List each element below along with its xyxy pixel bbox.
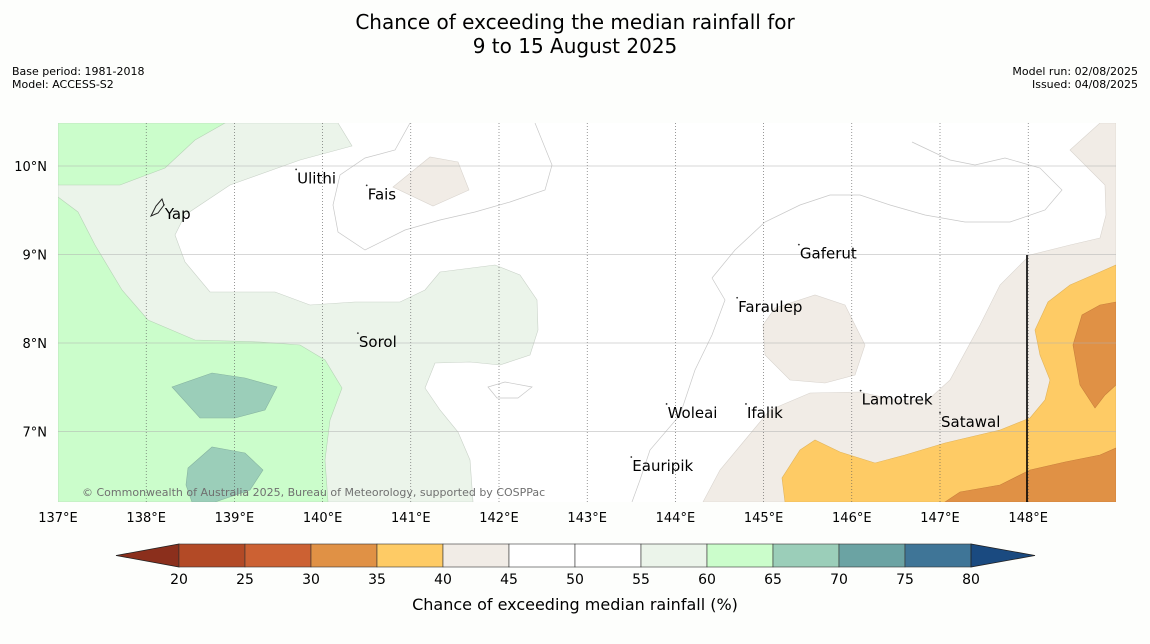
lat-tick-label: 7°N <box>23 426 48 441</box>
island-marker <box>745 403 747 405</box>
place-label: Yap <box>164 205 191 223</box>
contour-40-45-fais <box>392 156 470 207</box>
colorbar-tick-label: 60 <box>698 572 716 588</box>
colorbar-tick-label: 35 <box>368 572 386 588</box>
place-label: Eauripik <box>632 457 693 475</box>
colorbar-label: Chance of exceeding median rainfall (%) <box>412 595 738 614</box>
lon-tick-label: 139°E <box>215 511 255 526</box>
contour-line-50-east <box>711 141 1063 279</box>
colorbar-tick-label: 75 <box>896 572 914 588</box>
place-label: Sorol <box>359 333 397 351</box>
island-marker <box>797 243 800 246</box>
colorbar-segment <box>640 543 708 568</box>
colorbar-segment <box>772 543 840 568</box>
island-marker <box>162 203 165 206</box>
colorbar-segment <box>310 543 378 568</box>
island-marker <box>295 168 298 171</box>
contour-line-50 <box>332 123 553 251</box>
colorbar-tick-label: 55 <box>632 572 650 588</box>
place-label: Faraulep <box>738 298 802 316</box>
island-marker <box>665 403 668 405</box>
colorbar-segment <box>442 543 510 568</box>
lon-tick-label: 145°E <box>744 511 784 526</box>
lon-tick-label: 146°E <box>832 511 872 526</box>
longitude-labels: 137°E 138°E 139°E 140°E 141°E 142°E 143°E 144°E… <box>38 511 1048 526</box>
colorbar-high-extend <box>970 543 1036 568</box>
place-label: Lamotrek <box>862 391 933 409</box>
contour-35-40 <box>781 264 1116 502</box>
island-marker <box>736 296 739 299</box>
map-title-line2: 9 to 15 August 2025 <box>472 34 678 58</box>
colorbar-segment <box>904 543 972 568</box>
lon-tick-label: 137°E <box>38 511 78 526</box>
island-marker <box>859 389 862 392</box>
meta-right: Model run: 02/08/2025 Issued: 04/08/2025 <box>1012 65 1138 91</box>
base-period: Base period: 1981-2018 <box>12 65 145 78</box>
lon-tick-label: 143°E <box>567 511 607 526</box>
yap-island <box>149 198 165 217</box>
contour-65-70-a <box>171 372 278 419</box>
model-run: Model run: 02/08/2025 <box>1012 65 1138 78</box>
colorbar-low-extend <box>115 543 180 568</box>
latitude-labels: 10°N 9°N 8°N 7°N <box>14 160 47 441</box>
contour-40-45-faraulep <box>762 294 866 384</box>
colorbar-segment <box>706 543 774 568</box>
colorbar-segment <box>838 543 906 568</box>
lat-tick-label: 8°N <box>23 337 48 352</box>
meta-left: Base period: 1981-2018 Model: ACCESS-S2 <box>12 65 144 91</box>
place-labels: Ulithi Fais Yap Gaferut Faraulep Sorol Lamotre… <box>162 168 1000 475</box>
colorbar-tick-label: 45 <box>500 572 518 588</box>
contour-60-65-west <box>58 196 343 502</box>
place-label: Ulithi <box>297 169 336 187</box>
island-marker <box>365 184 368 187</box>
colorbar-tick-label: 40 <box>434 572 452 588</box>
copyright-notice: © Commonwealth of Australia 2025, Bureau… <box>82 486 545 499</box>
map-title-line1: Chance of exceeding the median rainfall … <box>355 10 795 34</box>
lon-tick-label: 148°E <box>1008 511 1048 526</box>
place-label: Satawal <box>941 413 1000 431</box>
lat-tick-label: 9°N <box>23 249 48 264</box>
contour-60-65 <box>58 123 226 186</box>
colorbar-segment <box>574 543 642 568</box>
colorbar-tick-label: 30 <box>302 572 320 588</box>
contour-65-70-b <box>185 446 264 502</box>
island-marker <box>939 411 941 414</box>
colorbar-tick-label: 25 <box>236 572 254 588</box>
colorbar-segment <box>244 543 312 568</box>
place-label: Fais <box>368 185 397 203</box>
lon-tick-label: 142°E <box>479 511 519 526</box>
island-marker <box>356 332 359 335</box>
island-marker <box>630 456 633 458</box>
colorbar-tick-label: 65 <box>764 572 782 588</box>
colorbar-segment <box>376 543 444 568</box>
lon-tick-label: 147°E <box>920 511 960 526</box>
colorbar-tick-label: 20 <box>170 572 188 588</box>
lat-tick-label: 10°N <box>14 160 47 175</box>
contour-line-small <box>487 381 533 399</box>
contour-30-35-north <box>1072 301 1116 409</box>
lon-tick-label: 141°E <box>391 511 431 526</box>
contour-40-45-east <box>702 123 1116 502</box>
place-label: Woleai <box>668 404 718 422</box>
colorbar-tick-label: 80 <box>962 572 980 588</box>
place-label: Ifalik <box>747 404 783 422</box>
issued-date: Issued: 04/08/2025 <box>1031 78 1138 91</box>
lon-tick-label: 144°E <box>656 511 696 526</box>
lon-tick-label: 140°E <box>303 511 343 526</box>
model-name: Model: ACCESS-S2 <box>12 78 114 91</box>
place-label: Gaferut <box>800 245 857 263</box>
lon-tick-label: 138°E <box>126 511 166 526</box>
contour-line-50-b <box>631 277 726 502</box>
map-graticule <box>58 123 1116 502</box>
contour-30-35-south <box>944 447 1116 502</box>
colorbar-segment <box>508 543 576 568</box>
colorbar: 20 25 30 35 40 45 50 55 60 65 70 75 80 <box>115 543 1036 588</box>
colorbar-segment <box>178 543 246 568</box>
colorbar-tick-label: 70 <box>830 572 848 588</box>
colorbar-tick-label: 50 <box>566 572 584 588</box>
